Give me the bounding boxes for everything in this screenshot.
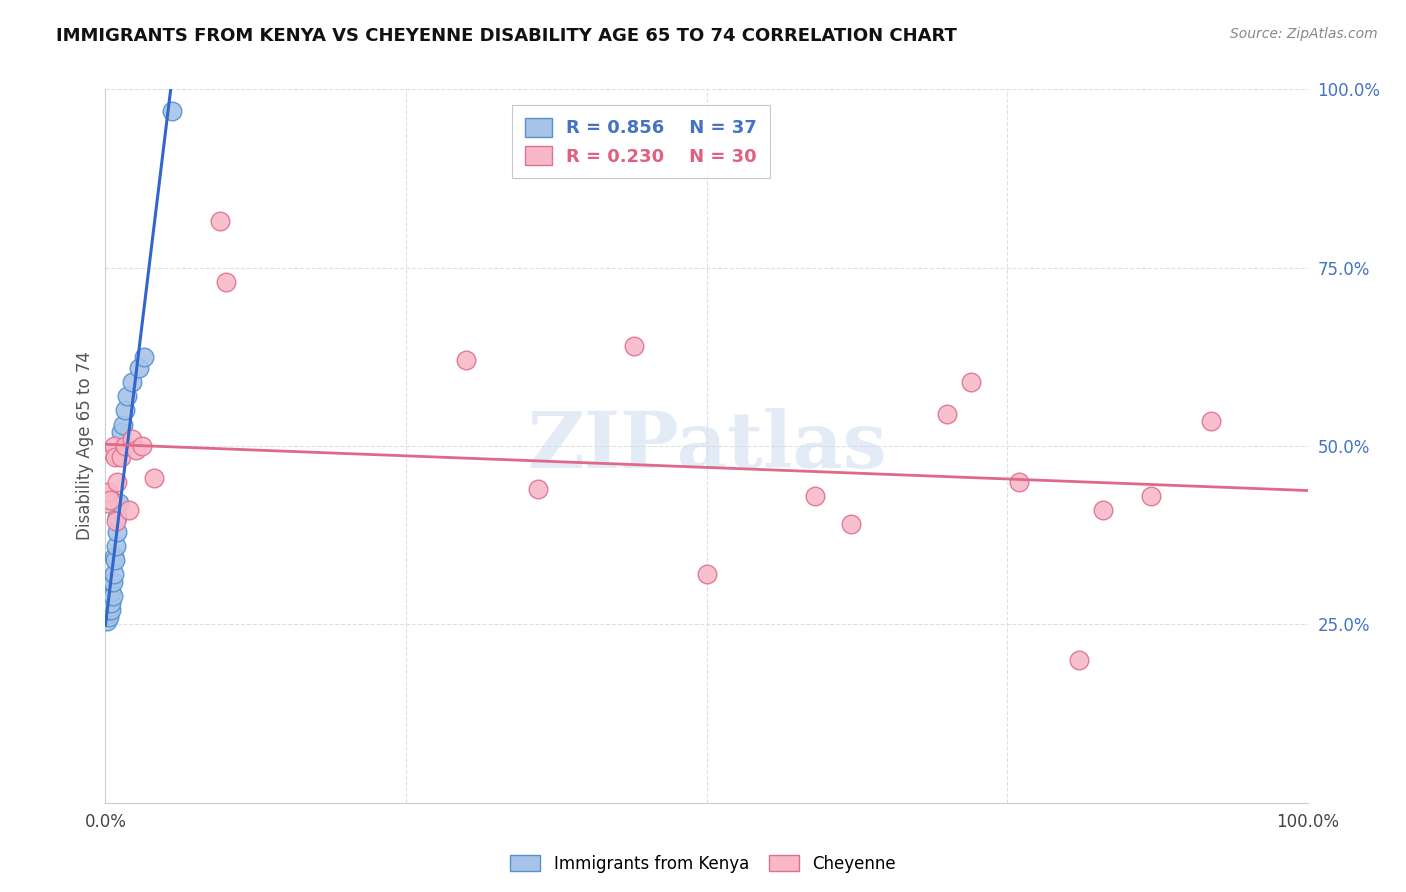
Point [110,425,132,439]
Point [101,446,124,460]
Point [97,585,120,599]
Point [160,103,183,118]
Point [839,517,862,532]
Point [114,439,136,453]
Point [98,589,121,603]
Point [1140,489,1163,503]
Y-axis label: Disability Age 65 to 74: Disability Age 65 to 74 [76,351,94,541]
Legend: R = 0.856    N = 37, R = 0.230    N = 30: R = 0.856 N = 37, R = 0.230 N = 30 [512,105,769,178]
Point [98,589,121,603]
Point [98,599,121,614]
Point [1008,475,1031,489]
Point [208,214,231,228]
Legend: Immigrants from Kenya, Cheyenne: Immigrants from Kenya, Cheyenne [503,848,903,880]
Point [98,596,121,610]
Text: Source: ZipAtlas.com: Source: ZipAtlas.com [1230,27,1378,41]
Point [1069,653,1091,667]
Point [1201,414,1223,428]
Point [103,549,125,564]
Point [121,432,143,446]
Point [100,585,122,599]
Point [98,599,121,614]
Point [101,574,124,589]
Point [97,607,120,621]
Point [124,442,146,457]
Point [101,589,124,603]
Point [98,610,121,624]
Point [960,375,983,389]
Point [107,524,129,539]
Point [110,450,132,464]
Point [214,275,236,289]
Point [105,514,128,528]
Point [96,607,118,621]
Point [108,442,131,457]
Point [103,439,125,453]
Point [1092,503,1115,517]
Point [112,417,135,432]
Point [96,599,118,614]
Point [107,475,129,489]
Point [132,350,155,364]
Point [107,510,129,524]
Point [103,567,125,582]
Point [96,592,118,607]
Point [97,592,120,607]
Point [623,339,645,353]
Point [527,482,550,496]
Point [454,353,477,368]
Point [98,603,121,617]
Point [97,599,120,614]
Point [118,503,141,517]
Point [104,450,127,464]
Point [696,567,718,582]
Text: ZIPatlas: ZIPatlas [527,408,886,484]
Point [128,360,150,375]
Point [100,574,122,589]
Point [96,496,118,510]
Point [121,375,143,389]
Point [131,439,153,453]
Point [97,485,120,500]
Point [105,539,128,553]
Point [803,489,825,503]
Point [96,614,118,628]
Point [107,496,129,510]
Point [104,553,127,567]
Point [936,407,959,421]
Point [100,603,122,617]
Point [98,492,121,507]
Point [114,403,136,417]
Point [115,389,138,403]
Point [100,596,122,610]
Point [142,471,165,485]
Text: IMMIGRANTS FROM KENYA VS CHEYENNE DISABILITY AGE 65 TO 74 CORRELATION CHART: IMMIGRANTS FROM KENYA VS CHEYENNE DISABI… [56,27,957,45]
